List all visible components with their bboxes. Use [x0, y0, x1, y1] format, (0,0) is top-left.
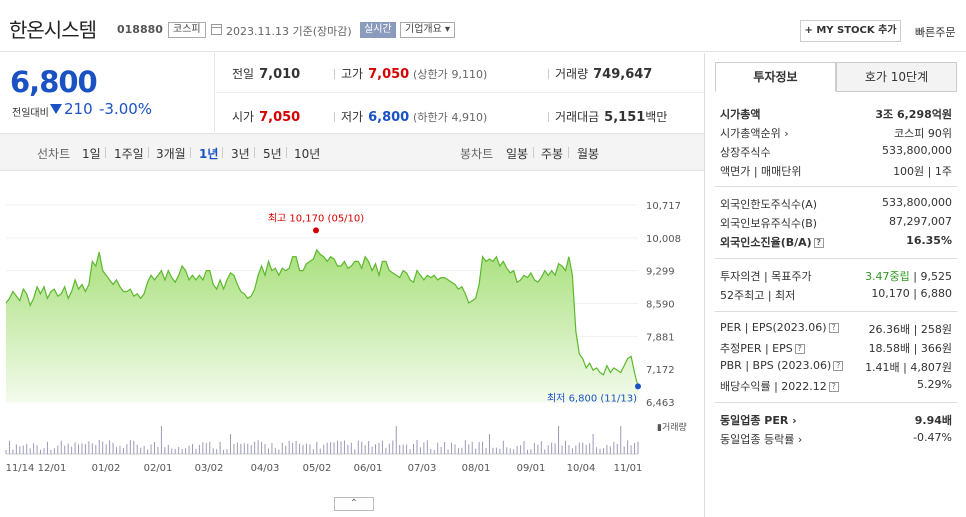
info-row: 외국인소진율(B/A)? 16.35%: [720, 234, 952, 249]
open-price: 시가 7,050: [232, 110, 301, 125]
help-icon[interactable]: ?: [813, 238, 824, 248]
low-marker: [635, 383, 641, 390]
y-tick-label: 10,717: [646, 201, 681, 212]
candle-chart-label: 봉차트: [460, 147, 494, 161]
add-mystock-button[interactable]: + MY STOCK 추가: [800, 20, 901, 42]
opinion-section: 투자의견 | 목표주가 3.47중립 | 9,525 52주최고 | 최저 10,1…: [715, 258, 957, 304]
low-label: 최저 6,800 (11/13): [547, 392, 637, 404]
price-line: [5, 248, 639, 387]
help-icon[interactable]: ?: [828, 323, 839, 333]
y-tick-label: 8,590: [646, 300, 675, 311]
quick-order-link[interactable]: 빠른주문: [915, 26, 956, 39]
y-tick-label: 10,008: [646, 234, 681, 245]
chart-collapse-button[interactable]: ⌃: [334, 497, 374, 511]
x-tick-label: 11/01: [614, 463, 643, 474]
period-1y[interactable]: 1년: [199, 147, 219, 161]
info-row[interactable]: 동일업종 PER › 9.94배: [720, 414, 952, 427]
candle-monthly[interactable]: 월봉: [577, 147, 600, 161]
period-5y[interactable]: 5년: [263, 147, 282, 161]
x-tick-label: 12/01: [38, 463, 67, 474]
y-tick-label: 6,463: [646, 398, 675, 409]
price-change-percent: -3.00%: [99, 100, 153, 118]
x-tick-label: 03/02: [195, 463, 224, 474]
quote-date: 2023.11.13 기준(장마감): [226, 25, 352, 38]
help-icon[interactable]: ?: [833, 361, 844, 371]
y-tick-label: 9,299: [646, 267, 675, 278]
industry-section: 동일업종 PER › 9.94배 동일업종 등락률 › -0.47%: [715, 402, 957, 448]
price-chart[interactable]: 10,717 10,008 9,299 8,590 7,881 7,172 6,463 최고 …: [0, 172, 704, 502]
stock-code: 018880: [117, 23, 163, 36]
stock-header: 한온시스템 018880 코스피 2023.11.13 기준(장마감) 실시간 …: [0, 0, 966, 52]
x-tick-label: 08/01: [462, 463, 491, 474]
foreign-section: 외국인한도주식수(A) 533,800,000 외국인보유주식수(B) 87,297…: [715, 186, 957, 251]
period-10y[interactable]: 10년: [294, 147, 321, 161]
x-tick-label: 04/03: [251, 463, 280, 474]
market-cap-section: 시가총액 3조 6,298억원 시가총액순위 › 코스피 90위 상장주식수 533,…: [715, 104, 957, 180]
info-row: PER | EPS(2023.06)? 26.36배 | 258원: [720, 321, 952, 336]
price-change: 210: [50, 100, 93, 118]
help-icon[interactable]: ?: [794, 344, 805, 354]
price-area: [6, 249, 638, 402]
prev-close: 전일 7,010: [232, 67, 301, 82]
grid-divider: [216, 92, 704, 93]
high-price: 고가 7,050 (상한가 9,110): [334, 65, 487, 82]
help-icon[interactable]: ?: [828, 382, 839, 392]
down-triangle-icon: [50, 104, 62, 114]
market-tag: 코스피: [168, 22, 206, 38]
low-price: 저가 6,800 (하한가 4,910): [334, 108, 487, 125]
info-row: 추정PER | EPS? 18.58배 | 366원: [720, 342, 952, 355]
period-3m[interactable]: 3개월: [156, 147, 186, 161]
high-marker: [313, 227, 319, 234]
x-tick-label: 09/01: [517, 463, 546, 474]
period-1d[interactable]: 1일: [82, 147, 101, 161]
x-tick-label: 01/02: [92, 463, 121, 474]
info-row: 상장주식수 533,800,000: [720, 144, 952, 159]
period-3y[interactable]: 3년: [231, 147, 250, 161]
high-label: 최고 10,170 (05/10): [268, 212, 364, 224]
x-tick-label: 07/03: [408, 463, 437, 474]
info-row: 외국인한도주식수(A) 533,800,000: [720, 196, 952, 211]
x-tick-label: 11/14: [6, 463, 35, 474]
invest-tabs: 투자정보 호가 10단계: [715, 62, 957, 92]
trade-amount: 거래대금 5,151백만: [548, 108, 667, 125]
corp-info-dropdown[interactable]: 기업개요 ▾: [400, 22, 455, 38]
period-selector: 선차트 1일 1주일 3개월 1년 3년 5년 10년 봉차트 일봉 주봉 월봉: [0, 133, 704, 171]
price-summary-grid: 전일 7,010 고가 7,050 (상한가 9,110) 거래량 749,647 시…: [216, 53, 704, 132]
tab-orderbook[interactable]: 호가 10단계: [836, 62, 957, 92]
info-row: 투자의견 | 목표주가 3.47중립 | 9,525: [720, 270, 952, 283]
current-price: 6,800: [10, 65, 98, 99]
tab-invest-info[interactable]: 투자정보: [715, 62, 836, 92]
info-row: PBR | BPS (2023.06)? 1.41배 | 4,807원: [720, 359, 952, 374]
info-row: 시가총액 3조 6,298억원: [720, 108, 952, 121]
realtime-button[interactable]: 실시간: [360, 22, 396, 38]
x-tick-label: 06/01: [354, 463, 383, 474]
volume-label: ▮거래량: [657, 421, 687, 433]
candle-daily[interactable]: 일봉: [506, 147, 529, 161]
y-tick-label: 7,172: [646, 365, 675, 376]
info-row: 액면가 | 매매단위 100원 | 1주: [720, 165, 952, 178]
company-name: 한온시스템: [9, 18, 97, 42]
calendar-icon: [211, 24, 222, 35]
info-row[interactable]: 시가총액순위 › 코스피 90위: [720, 127, 952, 140]
candle-weekly[interactable]: 주봉: [541, 147, 564, 161]
change-label: 전일대비: [12, 108, 49, 119]
line-chart-label: 선차트: [37, 147, 71, 161]
volume: 거래량 749,647: [548, 65, 652, 82]
valuation-section: PER | EPS(2023.06)? 26.36배 | 258원 추정PER |…: [715, 311, 957, 395]
x-tick-label: 02/01: [144, 463, 173, 474]
current-price-box: 6,800 전일대비 210 -3.00%: [0, 53, 215, 132]
info-row: 52주최고 | 최저 10,170 | 6,880: [720, 287, 952, 302]
info-row: 배당수익률 | 2022.12? 5.29%: [720, 378, 952, 393]
price-chart-svg: 10,717 10,008 9,299 8,590 7,881 7,172 6,463 최고 …: [5, 201, 687, 474]
invest-panel: 투자정보 호가 10단계 시가총액 3조 6,298억원 시가총액순위 › 코스피 …: [704, 53, 966, 517]
info-row: 외국인보유주식수(B) 87,297,007: [720, 215, 952, 230]
y-tick-label: 7,881: [646, 332, 675, 343]
info-row[interactable]: 동일업종 등락률 › -0.47%: [720, 431, 952, 446]
x-tick-label: 10/04: [567, 463, 596, 474]
period-1w[interactable]: 1주일: [114, 147, 144, 161]
x-tick-label: 05/02: [303, 463, 332, 474]
